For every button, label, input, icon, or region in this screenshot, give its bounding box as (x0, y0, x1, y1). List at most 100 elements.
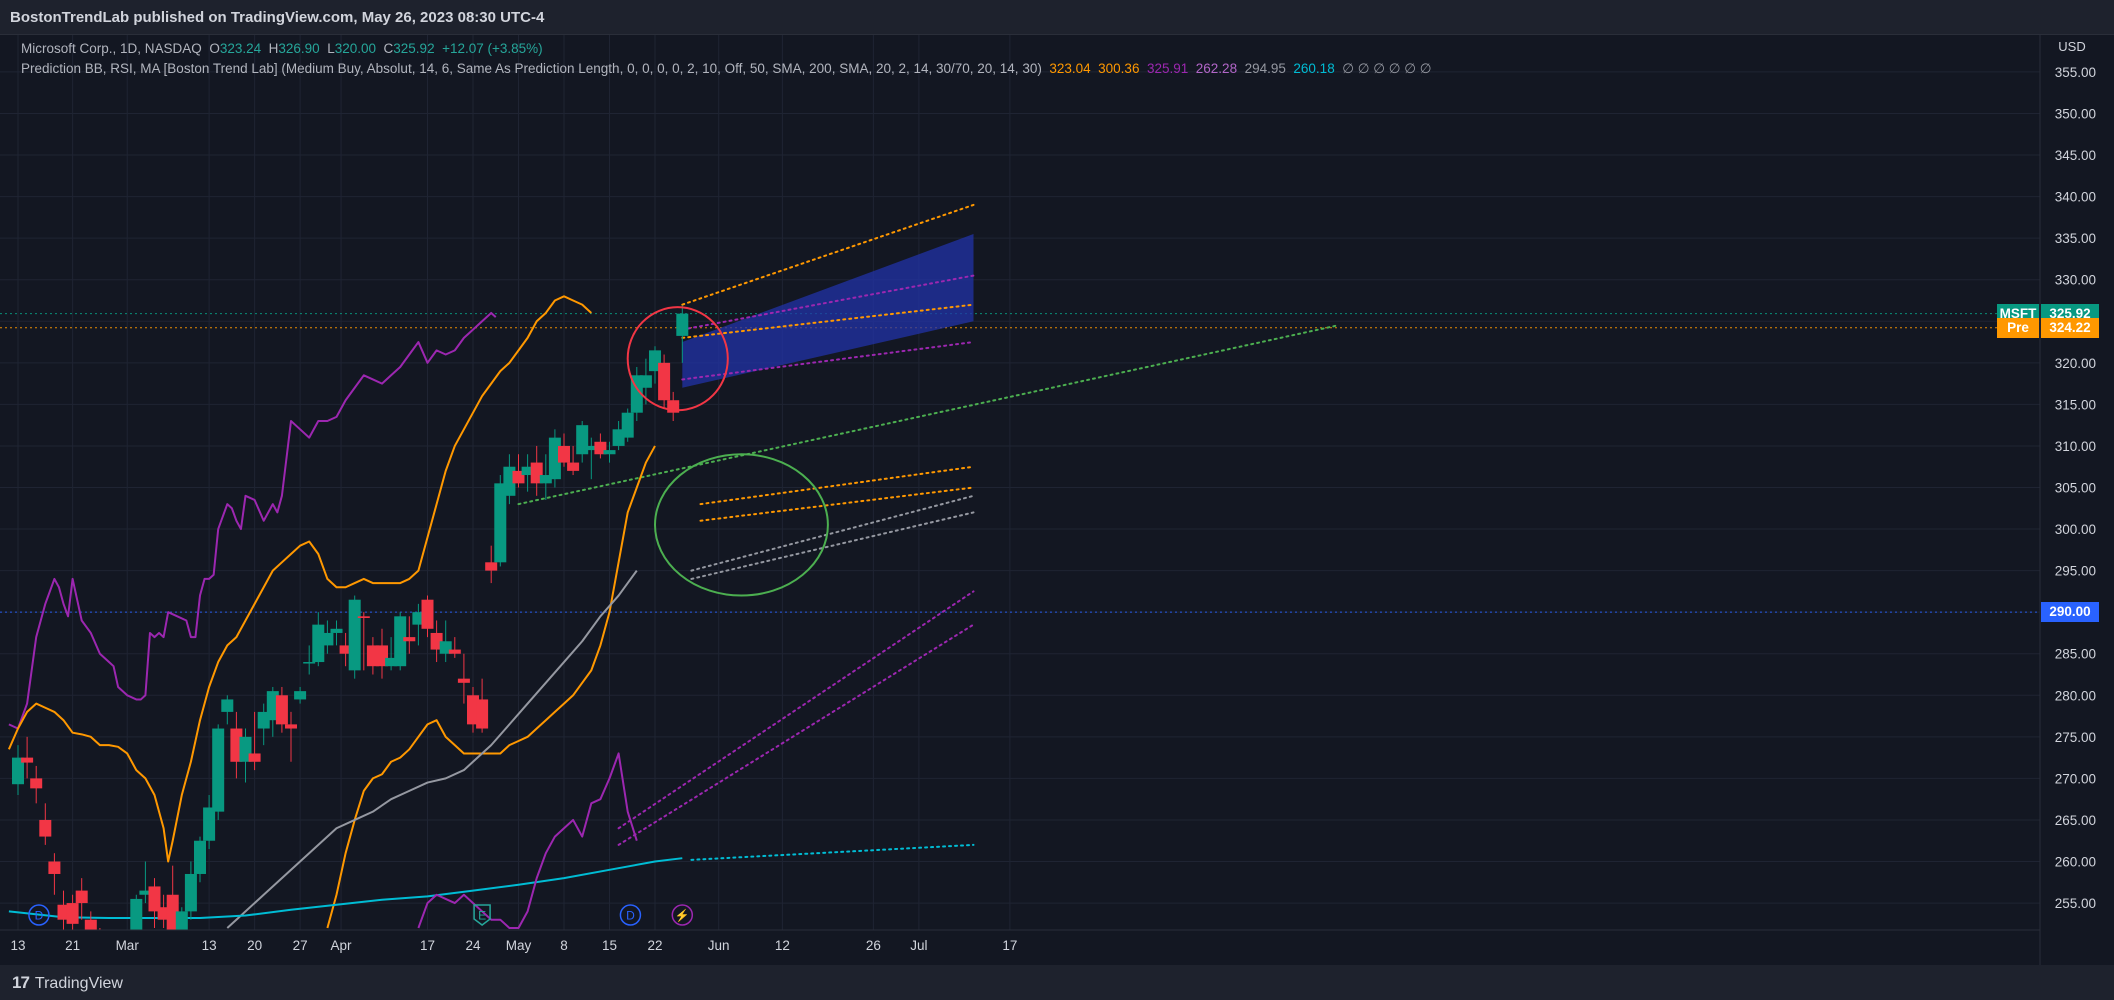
price-tick-label: 300.00 (2055, 522, 2096, 537)
forecast-line (617, 590, 975, 830)
candle-body (567, 462, 580, 471)
indicator-params[interactable]: Prediction BB, RSI, MA [Boston Trend Lab… (21, 61, 1042, 76)
rsi-line (417, 752, 638, 929)
price-tick-label: 260.00 (2055, 855, 2096, 870)
symbol-name[interactable]: Microsoft Corp., 1D, NASDAQ (21, 41, 202, 56)
candle-body (57, 904, 70, 920)
time-tick-label: 15 (602, 938, 617, 953)
candle-body (130, 898, 143, 930)
candle-body (266, 691, 279, 721)
time-tick-label: 20 (247, 938, 262, 953)
symbol-legend[interactable]: Microsoft Corp., 1D, NASDAQ O323.24 H326… (21, 41, 543, 56)
indicator-value-3: 325.91 (1146, 61, 1189, 76)
candle-body (321, 632, 334, 646)
annotation-circle (654, 453, 829, 597)
time-tick-label: Jun (708, 938, 730, 953)
dividend-event-marker (619, 904, 642, 926)
time-tick-label: 17 (1002, 938, 1017, 953)
candle-body (467, 695, 479, 725)
candle-body (194, 840, 206, 874)
time-tick-label: May (506, 938, 532, 953)
forecast-band (682, 234, 974, 388)
high-label: H (268, 41, 279, 56)
candle-body (30, 778, 43, 789)
candle-body (357, 616, 370, 618)
dividend-event-marker (28, 904, 50, 926)
candle-body (94, 945, 106, 949)
price-tick-label: 340.00 (2055, 190, 2096, 205)
candle-body (594, 441, 607, 455)
price-tick-label: 255.00 (2055, 896, 2096, 911)
candle-body (421, 599, 434, 629)
indicator-value-4: 262.28 (1195, 61, 1238, 76)
candle-body (548, 437, 561, 480)
candle-body (148, 886, 161, 912)
price-tag-value: 324.22 (2041, 317, 2099, 338)
plot-area[interactable]: D E D ⚡ (0, 203, 2040, 965)
forecast-line (681, 303, 975, 339)
bb-basis-line (7, 295, 592, 863)
currency-label: USD (2058, 39, 2085, 54)
candle-body (512, 470, 525, 484)
price-tick-label: 320.00 (2055, 356, 2096, 371)
publisher-line: BostonTrendLab published on TradingView.… (10, 9, 545, 26)
sma-50-line (226, 570, 638, 929)
bb-upper-line (8, 311, 497, 730)
annotation-circle (626, 306, 729, 412)
indicator-legend[interactable]: Prediction BB, RSI, MA [Boston Trend Lab… (21, 61, 1432, 77)
time-tick-label: 8 (560, 938, 568, 953)
tradingview-brand: TradingView (34, 975, 123, 992)
candle-body (239, 736, 252, 762)
candle-body (139, 890, 152, 895)
indicator-value-6: 260.18 (1293, 61, 1335, 76)
candle-body (412, 612, 425, 625)
candle-body (257, 711, 270, 729)
close-label: C (383, 41, 394, 56)
candle-body (230, 728, 243, 762)
candle-body (366, 645, 379, 667)
event-marker-label: E (478, 909, 486, 923)
footer-bar: 17 TradingView (0, 965, 2114, 1000)
change-value: +12.07 (+3.85%) (442, 41, 543, 56)
candle-body (621, 412, 634, 438)
candle-body (221, 699, 234, 712)
candle-body (39, 819, 52, 837)
candle-body (439, 641, 452, 654)
candle-body (612, 429, 625, 446)
indicator-empty-values: ∅ ∅ ∅ ∅ ∅ ∅ (1342, 61, 1432, 76)
indicator-value-2: 300.36 (1098, 61, 1140, 76)
time-tick-label: 21 (65, 938, 80, 953)
candle-body (48, 861, 61, 874)
candle-body (485, 562, 498, 571)
price-tag-value: 290.00 (2041, 602, 2099, 623)
time-tick-label: 17 (420, 938, 435, 953)
candle-body (330, 628, 343, 633)
indicator-value-1: 323.04 (1049, 61, 1091, 76)
candle-body (639, 375, 652, 388)
price-tick-label: 285.00 (2055, 647, 2096, 662)
tradingview-logo[interactable]: 17 TradingView (12, 973, 123, 993)
candle-body (403, 637, 416, 642)
price-tick-label: 345.00 (2055, 148, 2096, 163)
price-chart[interactable]: D E D ⚡ USD 355.00 350.00 345.00 340.00 335.00 330… (0, 35, 2114, 965)
time-tick-label: 13 (10, 938, 25, 953)
time-tick-label: 26 (866, 938, 881, 953)
price-tick-label: 265.00 (2055, 813, 2096, 828)
candle-body (558, 445, 570, 463)
price-tick-label: 310.00 (2055, 439, 2096, 454)
candle-body (248, 753, 261, 762)
candle-body (385, 657, 398, 667)
price-tick-label: 335.00 (2055, 231, 2096, 246)
chart-frame[interactable]: D E D ⚡ USD 355.00 350.00 345.00 340.00 335.00 330… (0, 34, 2114, 966)
tradingview-logo-icon: 17 (12, 973, 30, 992)
indicator-value-5: 294.95 (1244, 61, 1286, 76)
candle-body (285, 724, 297, 729)
candle-body (112, 953, 124, 965)
time-tick-label: 24 (465, 938, 481, 953)
open-value: 323.24 (219, 41, 262, 56)
forecast-line (699, 465, 975, 506)
candle-body (66, 903, 79, 924)
time-tick-label: 22 (647, 938, 662, 953)
candle-body (476, 699, 489, 729)
close-value: 325.92 (393, 41, 435, 56)
